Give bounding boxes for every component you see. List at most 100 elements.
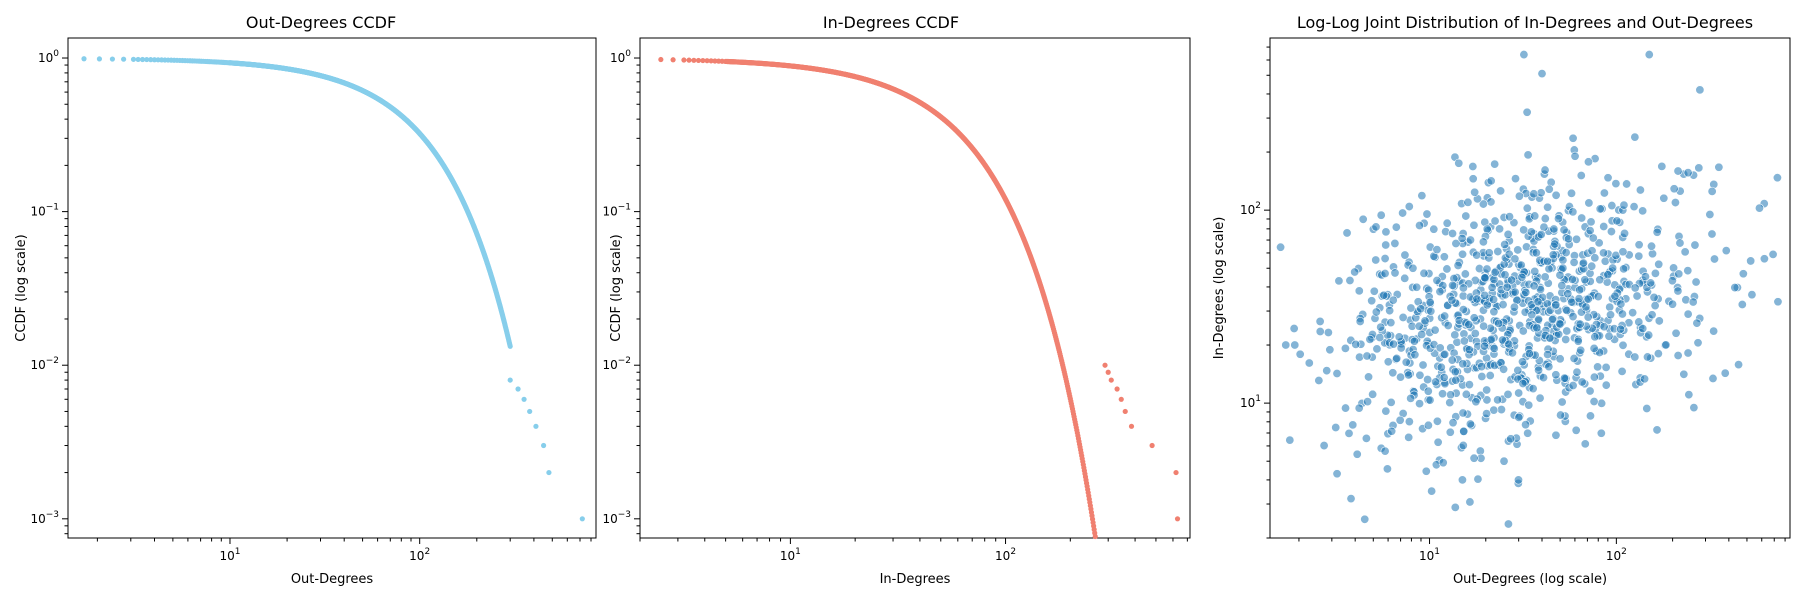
- data-point: [1684, 390, 1694, 400]
- data-point: [1469, 313, 1479, 323]
- data-point: [1419, 268, 1429, 278]
- data-point: [704, 58, 710, 64]
- data-point: [1149, 442, 1155, 449]
- data-point: [1465, 235, 1475, 245]
- data-point: [1611, 250, 1621, 260]
- data-point: [1563, 289, 1573, 299]
- data-point: [1315, 316, 1325, 326]
- data-point: [1507, 275, 1517, 285]
- data-point: [1688, 297, 1698, 307]
- data-point: [1439, 252, 1449, 262]
- data-point: [1331, 423, 1341, 433]
- data-point: [1640, 272, 1650, 282]
- data-point: [1511, 174, 1521, 184]
- data-point: [1600, 256, 1610, 266]
- data-point: [1391, 222, 1401, 232]
- data-point: [712, 58, 718, 64]
- x-axis-label: In-Degrees: [880, 572, 951, 587]
- chart-in-degrees-ccdf: In-Degrees CCDF 101 102 10−3 10−2 10−1 100 In…: [602, 13, 1191, 587]
- data-point: [1720, 368, 1730, 378]
- data-point: [1404, 370, 1414, 380]
- data-point: [1588, 233, 1598, 243]
- x-axis-label: Out-Degrees: [291, 572, 374, 587]
- data-point: [1383, 357, 1393, 367]
- data-point: [1540, 214, 1550, 224]
- data-point: [1319, 441, 1329, 451]
- data-point: [1442, 264, 1452, 274]
- data-point: [1513, 245, 1523, 255]
- data-point: [1657, 161, 1667, 171]
- data-point: [1569, 257, 1579, 267]
- data-point: [1390, 268, 1400, 278]
- data-point: [1295, 349, 1305, 359]
- data-point: [1559, 373, 1569, 383]
- data-point: [1503, 389, 1513, 399]
- data-point: [1465, 497, 1475, 507]
- data-point: [1496, 405, 1506, 415]
- data-point: [1332, 368, 1342, 378]
- data-point: [1371, 307, 1381, 317]
- data-point: [1281, 340, 1291, 350]
- data-point: [1536, 229, 1546, 239]
- data-point: [1567, 274, 1577, 284]
- data-point: [1577, 213, 1587, 223]
- data-point: [1448, 280, 1458, 290]
- data-point: [546, 469, 552, 476]
- data-point: [1518, 326, 1528, 336]
- data-point: [1616, 299, 1626, 309]
- y-tick-label: 100: [38, 49, 59, 65]
- data-point: [1629, 202, 1639, 212]
- data-point: [1506, 434, 1516, 444]
- data-point: [1429, 224, 1439, 234]
- data-point: [1432, 416, 1442, 426]
- data-point: [1404, 417, 1414, 427]
- data-point: [1507, 348, 1517, 358]
- data-point: [1622, 179, 1632, 189]
- data-point: [1425, 297, 1435, 307]
- data-point: [1459, 426, 1469, 436]
- data-point: [1406, 393, 1416, 403]
- data-point: [1417, 191, 1427, 201]
- data-point: [1451, 375, 1461, 385]
- data-point: [1105, 369, 1111, 375]
- data-point: [1632, 291, 1642, 301]
- data-point: [1628, 308, 1638, 318]
- data-point: [1551, 430, 1561, 440]
- data-point: [1450, 330, 1460, 340]
- data-point: [1543, 256, 1553, 266]
- data-point: [1670, 198, 1680, 208]
- y-tick-label: 100: [610, 49, 631, 65]
- data-point: [1599, 222, 1609, 232]
- plot-area: [639, 37, 1191, 539]
- data-point: [1459, 336, 1469, 346]
- data-point: [1557, 397, 1567, 407]
- data-point: [1108, 377, 1114, 383]
- data-point: [1528, 384, 1538, 394]
- data-point: [1532, 323, 1542, 333]
- data-point: [1603, 270, 1613, 280]
- data-point: [521, 396, 527, 402]
- data-point: [1390, 238, 1400, 248]
- data-point: [1692, 318, 1702, 328]
- data-point: [1420, 316, 1430, 326]
- data-point: [1436, 362, 1446, 372]
- data-point: [1443, 321, 1453, 331]
- data-point: [1477, 362, 1487, 372]
- data-point: [1360, 514, 1370, 524]
- data-point: [1479, 321, 1489, 331]
- data-point: [1289, 323, 1299, 333]
- data-point: [1618, 340, 1628, 350]
- data-point: [1500, 270, 1510, 280]
- data-point: [1531, 248, 1541, 258]
- data-point: [1386, 397, 1396, 407]
- y-tick-label: 10−2: [30, 356, 59, 372]
- data-point: [1415, 399, 1425, 409]
- data-point: [1435, 343, 1445, 353]
- data-point: [1440, 349, 1450, 359]
- data-point: [1683, 309, 1693, 319]
- data-point: [1482, 300, 1492, 310]
- data-point: [1414, 321, 1424, 331]
- data-point: [1426, 306, 1436, 316]
- data-point: [686, 57, 692, 63]
- data-point: [1714, 162, 1724, 172]
